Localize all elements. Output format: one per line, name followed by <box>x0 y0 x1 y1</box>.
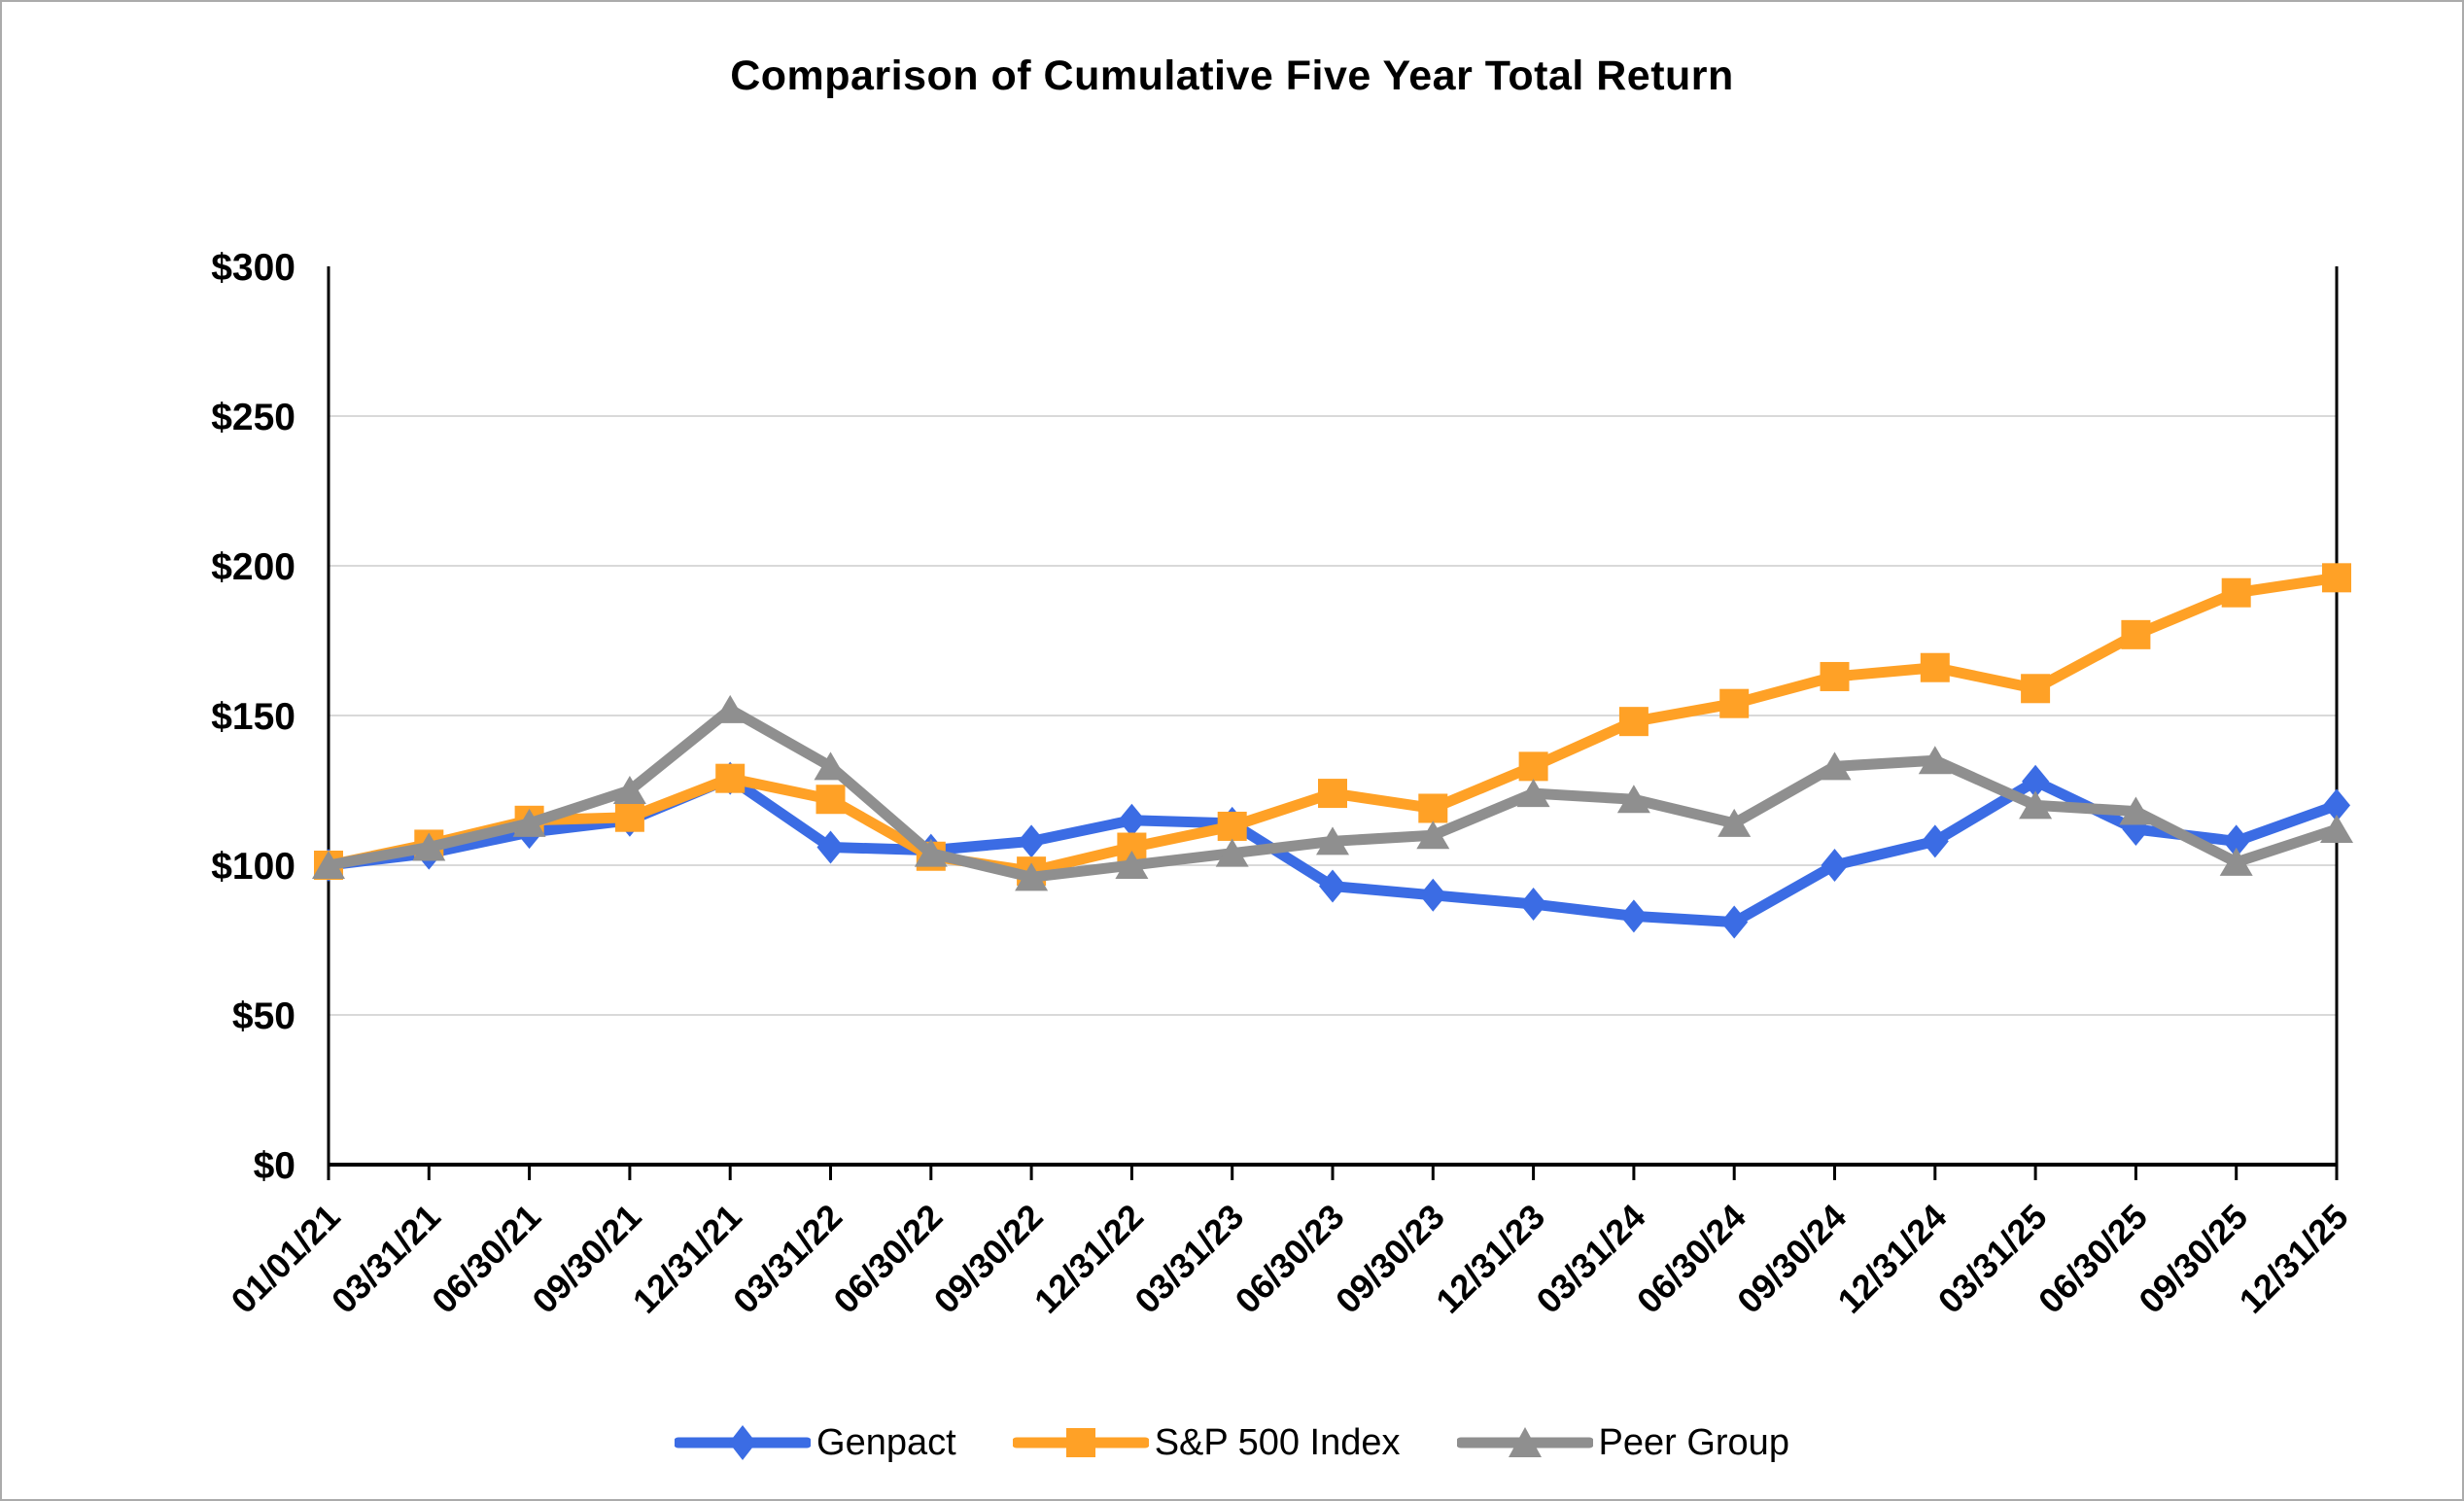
marker-peer-group <box>2219 847 2253 876</box>
x-tick-label: 03/31/21 <box>324 1197 448 1321</box>
marker-peer-group <box>914 838 948 867</box>
x-tick-label: 09/30/24 <box>1729 1197 1854 1321</box>
marker-peer-group <box>814 751 848 781</box>
marker-s-p-500-index <box>1719 688 1750 718</box>
marker-genpact <box>1720 905 1749 939</box>
marker-s-p-500-index <box>1217 811 1247 841</box>
x-tick-label: 06/30/25 <box>2030 1197 2155 1321</box>
marker-genpact <box>2323 788 2350 822</box>
legend-item-genpact: Genpact <box>675 1419 956 1466</box>
marker-peer-group <box>2019 790 2053 820</box>
legend-item-peer-group: Peer Group <box>1456 1419 1789 1466</box>
marker-s-p-500-index <box>1318 779 1347 809</box>
y-tick-label: $100 <box>211 846 295 888</box>
x-tick-label: 01/01/21 <box>224 1197 348 1321</box>
y-tick-label: $150 <box>211 696 295 738</box>
x-tick-label: 03/31/24 <box>1528 1197 1652 1321</box>
y-tick-label: $200 <box>211 546 295 588</box>
x-tick-label: 03/31/22 <box>725 1197 850 1321</box>
y-tick-label: $300 <box>211 247 295 289</box>
x-tick-label: 06/30/24 <box>1629 1197 1753 1321</box>
marker-peer-group <box>1516 779 1550 808</box>
x-tick-label: 12/31/22 <box>1026 1197 1151 1321</box>
x-tick-label: 12/31/23 <box>1428 1197 1552 1321</box>
marker-peer-group <box>2320 815 2353 844</box>
marker-peer-group <box>1215 838 1249 867</box>
marker-s-p-500-index <box>2322 563 2351 593</box>
marker-peer-group <box>612 776 646 804</box>
x-tick-label: 06/30/23 <box>1228 1197 1352 1321</box>
square-swatch-icon <box>1012 1428 1149 1457</box>
marker-peer-group <box>312 851 345 879</box>
marker-s-p-500-index <box>1518 751 1548 782</box>
marker-peer-group <box>1616 785 1650 814</box>
marker-peer-group <box>2119 796 2153 825</box>
marker-genpact <box>1118 803 1146 837</box>
chart-title: Comparison of Cumulative Five Year Total… <box>730 52 1734 99</box>
x-tick-label: 09/30/22 <box>926 1197 1051 1321</box>
x-tick-label: 09/30/25 <box>2131 1197 2255 1321</box>
y-tick-label: $250 <box>211 397 295 438</box>
marker-peer-group <box>1316 826 1349 855</box>
triangle-swatch-icon <box>1456 1427 1593 1457</box>
marker-genpact <box>1319 869 1346 903</box>
marker-genpact <box>1821 849 1849 882</box>
legend-label-peer-group: Peer Group <box>1598 1421 1789 1463</box>
marker-genpact <box>1519 888 1547 922</box>
y-tick-label: $50 <box>232 995 295 1037</box>
marker-s-p-500-index <box>1820 661 1850 691</box>
marker-genpact <box>2222 824 2250 858</box>
marker-s-p-500-index <box>2221 577 2251 608</box>
marker-peer-group <box>713 694 747 723</box>
marker-s-p-500-index <box>715 763 746 793</box>
marker-peer-group <box>1416 820 1450 850</box>
diamond-swatch-icon <box>675 1425 812 1460</box>
marker-s-p-500-index <box>2021 674 2051 704</box>
x-tick-label: 12/31/25 <box>2232 1197 2356 1321</box>
marker-genpact <box>1921 824 1949 858</box>
marker-peer-group <box>1818 751 1852 781</box>
y-tick-label: $0 <box>254 1145 295 1187</box>
marker-s-p-500-index <box>816 785 846 815</box>
marker-s-p-500-index <box>1920 652 1950 682</box>
x-tick-label: 06/30/21 <box>424 1197 548 1321</box>
marker-s-p-500-index <box>1418 793 1448 823</box>
marker-genpact <box>816 830 845 864</box>
x-tick-label: 09/30/23 <box>1328 1197 1452 1321</box>
marker-s-p-500-index <box>1618 707 1648 737</box>
marker-peer-group <box>1918 746 1952 775</box>
marker-peer-group <box>512 808 546 837</box>
x-tick-label: 03/31/25 <box>1930 1197 2055 1321</box>
marker-peer-group <box>1015 862 1049 891</box>
marker-genpact <box>1018 824 1046 858</box>
x-tick-label: 06/30/22 <box>825 1197 950 1321</box>
marker-peer-group <box>412 832 446 861</box>
marker-genpact <box>1619 899 1648 933</box>
x-tick-label: 12/31/24 <box>1829 1197 1954 1321</box>
chart-legend: Genpact S&P 500 Index Peer Group <box>2 1419 2462 1466</box>
marker-peer-group <box>1718 808 1752 837</box>
x-tick-label: 12/31/21 <box>625 1197 749 1321</box>
marker-genpact <box>2022 764 2050 798</box>
legend-label-genpact: Genpact <box>816 1421 956 1463</box>
marker-genpact <box>1419 878 1447 912</box>
x-tick-label: 09/30/21 <box>524 1197 648 1321</box>
legend-item-s-p-500-index: S&P 500 Index <box>1012 1419 1401 1466</box>
marker-s-p-500-index <box>2121 619 2151 649</box>
marker-peer-group <box>1115 851 1149 879</box>
x-tick-label: 03/31/23 <box>1127 1197 1251 1321</box>
marker-s-p-500-index <box>614 802 644 832</box>
legend-label-s-p-500-index: S&P 500 Index <box>1154 1421 1401 1463</box>
